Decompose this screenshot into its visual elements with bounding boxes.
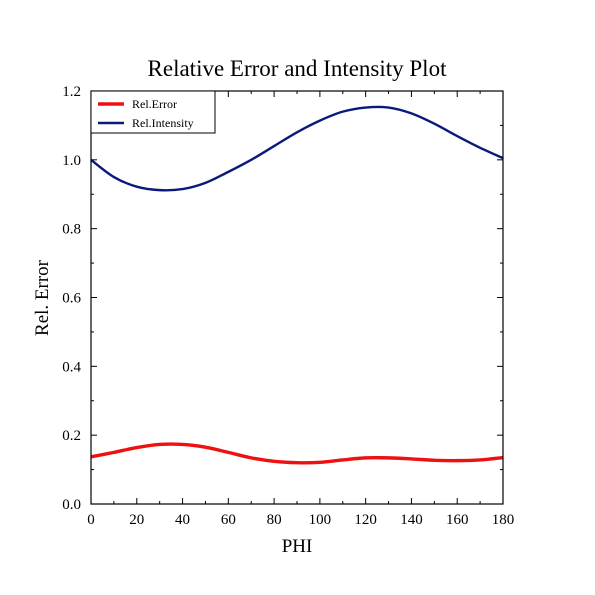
- x-tick-label: 160: [446, 512, 469, 528]
- x-tick-label: 0: [87, 512, 95, 528]
- x-tick-label: 20: [129, 512, 144, 528]
- legend-label: Rel.Intensity: [132, 116, 194, 130]
- y-tick-label: 1.2: [62, 84, 81, 100]
- series-line-rel-error: [90, 442, 504, 465]
- y-axis-label: Rel. Error: [32, 259, 53, 336]
- x-tick-label: 100: [309, 512, 332, 528]
- x-axis-label: PHI: [282, 536, 313, 557]
- legend-label: Rel.Error: [132, 97, 177, 111]
- y-tick-label: 0.8: [62, 222, 81, 238]
- x-tick-label: 60: [221, 512, 236, 528]
- x-tick-label: 140: [400, 512, 423, 528]
- plot-frame: [90, 90, 504, 505]
- y-tick-label: 0.6: [62, 291, 81, 307]
- y-tick-label: 0.0: [62, 497, 81, 513]
- y-tick-label: 0.4: [62, 359, 81, 375]
- x-tick-label: 80: [267, 512, 282, 528]
- x-tick-label: 120: [354, 512, 377, 528]
- x-tick-label: 40: [175, 512, 190, 528]
- series-line-rel-intensity: [90, 105, 504, 192]
- legend: Rel.Error Rel.Intensity: [90, 90, 216, 134]
- plot-area: 0 20 40 60 80 100 120 140 160 180 0.0 0.2 0.4 0.6 0.8 1…: [62, 84, 514, 528]
- chart-title: Relative Error and Intensity Plot: [148, 56, 448, 81]
- legend-box: [90, 90, 216, 134]
- x-tick-label: 180: [492, 512, 515, 528]
- y-tick-label: 0.2: [62, 428, 81, 444]
- y-tick-label: 1.0: [62, 153, 81, 169]
